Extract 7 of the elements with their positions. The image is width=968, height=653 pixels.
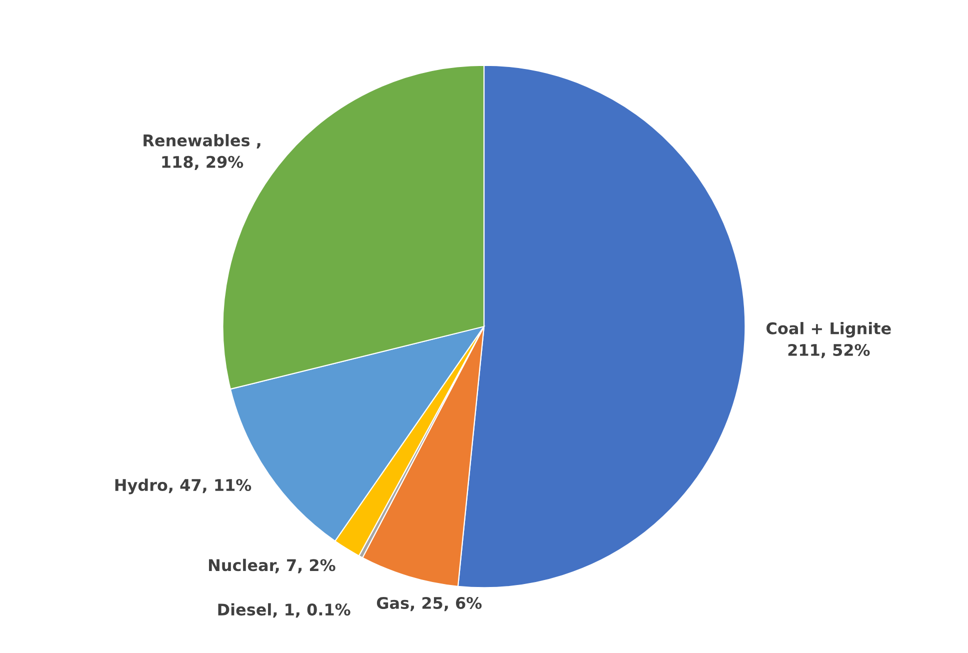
slice-label: Renewables , 118, 29% bbox=[144, 134, 260, 170]
slice-label: Hydro, 47, 11% bbox=[115, 478, 252, 494]
data-label: 211, 52% bbox=[788, 344, 870, 358]
slice-label: Gas, 25, 6% bbox=[376, 596, 482, 612]
slice-label: Coal + Lignite bbox=[766, 322, 891, 338]
slice-label: Nuclear, 7, 2% bbox=[208, 558, 336, 574]
slice-label: Diesel, 1, 0.1% bbox=[218, 603, 350, 618]
